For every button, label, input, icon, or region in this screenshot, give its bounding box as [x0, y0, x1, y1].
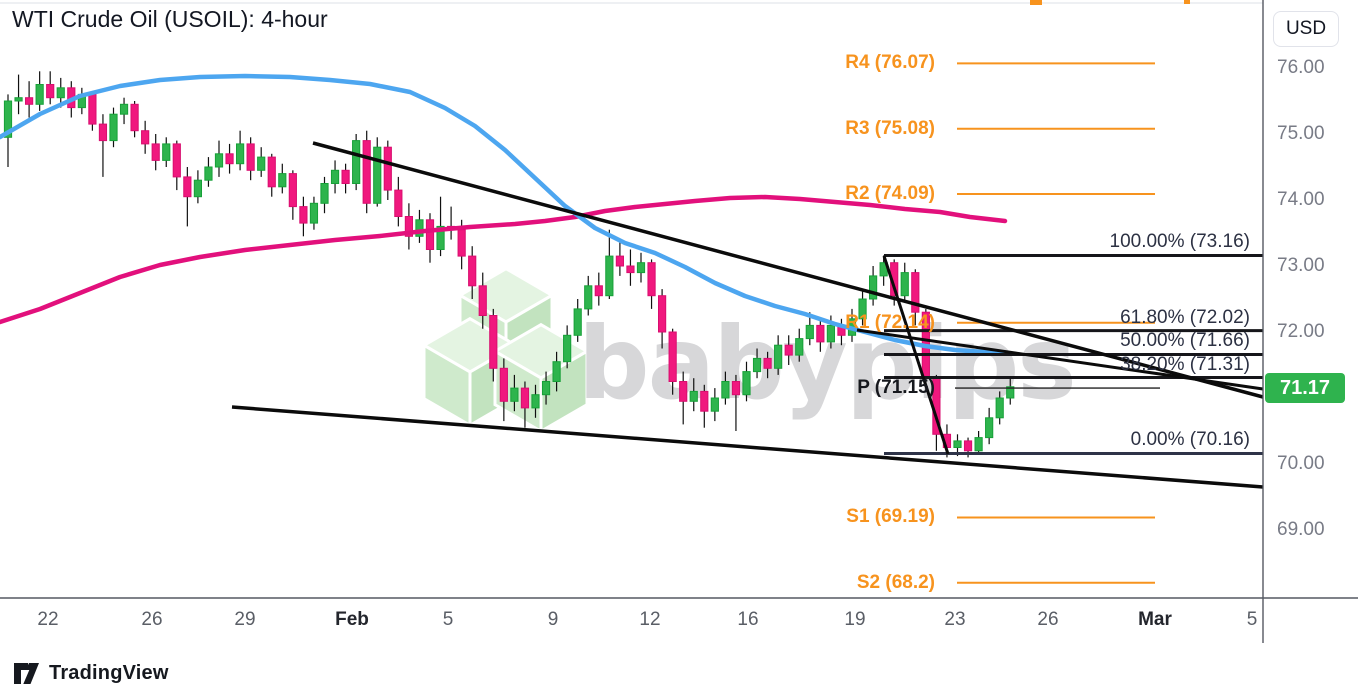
- fib-label-50.00%: 50.00% (71.66): [1120, 330, 1250, 352]
- date-label-Mar: Mar: [1138, 609, 1172, 630]
- price-label-74.00: 74.00: [1277, 189, 1325, 210]
- lower-trendline: [231, 405, 1264, 489]
- fib-label-38.20%: 38.20% (71.31): [1120, 353, 1250, 375]
- tradingview-logo-icon: [14, 663, 39, 684]
- candlestick-series: [3, 71, 1015, 458]
- price-label-75.00: 75.00: [1277, 123, 1325, 144]
- date-label-5: 5: [442, 609, 454, 630]
- price-label-76.00: 76.00: [1277, 57, 1325, 78]
- price-label-73.00: 73.00: [1277, 255, 1325, 276]
- currency-usd-button[interactable]: USD: [1273, 11, 1339, 47]
- pivot-label-R4: R4 (76.07): [845, 52, 935, 74]
- upper-trendline: [312, 141, 1264, 399]
- ma-pink-line: [0, 194, 1008, 325]
- tradingview-logo[interactable]: TradingView: [13, 660, 169, 687]
- date-label-Feb: Feb: [335, 609, 369, 630]
- price-label-70.00: 70.00: [1277, 453, 1325, 474]
- tradingview-logo-text: TradingView: [49, 662, 169, 684]
- fib-label-0.00%: 0.00% (70.16): [1130, 429, 1250, 451]
- pivot-label-R2: R2 (74.09): [845, 183, 935, 205]
- pivot-label-P: P (71.15): [857, 377, 935, 399]
- date-label-19: 19: [844, 609, 866, 630]
- date-label-9: 9: [547, 609, 559, 630]
- date-label-12: 12: [639, 609, 661, 630]
- date-label-23: 23: [944, 609, 966, 630]
- date-label-29: 29: [234, 609, 256, 630]
- date-label-5: 5: [1246, 609, 1258, 630]
- price-label-72.00: 72.00: [1277, 321, 1325, 342]
- clipped-top-label-fragment: [1030, 0, 1042, 5]
- axis-borders: [0, 0, 1358, 643]
- last-price-value: 71.17: [1279, 376, 1331, 399]
- secondary-trendline: [856, 328, 1264, 391]
- currency-usd-label: USD: [1285, 18, 1327, 39]
- fib-label-61.80%: 61.80% (72.02): [1120, 306, 1250, 328]
- date-label-22: 22: [37, 609, 59, 630]
- pivot-label-S1: S1 (69.19): [846, 506, 935, 528]
- clipped-top-label-fragment: [1184, 0, 1190, 4]
- price-label-69.00: 69.00: [1277, 519, 1325, 540]
- date-label-16: 16: [737, 609, 759, 630]
- page-title: WTI Crude Oil (USOIL): 4-hour: [12, 6, 328, 32]
- pivot-lines: [957, 62, 1155, 584]
- pivot-label-R1: R1 (72.14): [845, 311, 935, 333]
- trendlines[interactable]: [231, 141, 1264, 489]
- fib-label-100.00%: 100.00% (73.16): [1109, 231, 1251, 253]
- pivot-label-S2: S2 (68.2): [856, 571, 935, 593]
- pivot-label-R3: R3 (75.08): [845, 117, 935, 139]
- date-label-26: 26: [1037, 609, 1059, 630]
- fib-anchor-line: [882, 255, 950, 455]
- last-price-badge: 71.17: [1265, 373, 1345, 403]
- date-label-26: 26: [141, 609, 163, 630]
- fib-retracement[interactable]: [882, 253, 1263, 455]
